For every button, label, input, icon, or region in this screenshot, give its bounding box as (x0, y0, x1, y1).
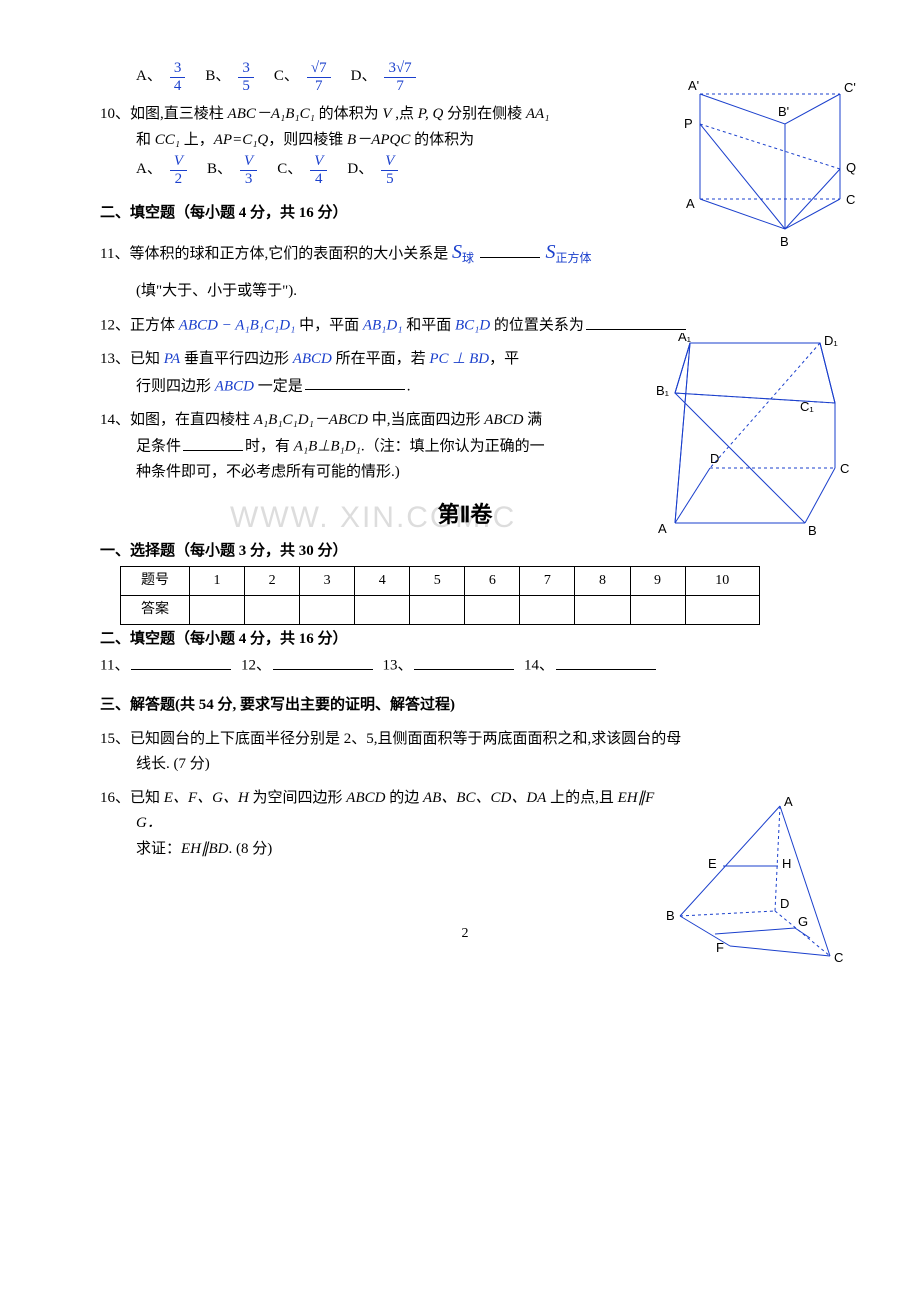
svg-text:B: B (780, 234, 789, 249)
opt-b-label: B、 (205, 64, 230, 90)
blank-q13[interactable] (305, 373, 405, 391)
svg-text:A₁: A₁ (678, 333, 692, 344)
svg-text:C: C (834, 950, 843, 965)
svg-text:B₁: B₁ (656, 383, 670, 398)
q16: A B C D E H F G 16、已知 E、F、G、H 为空间四边形 ABC… (100, 786, 830, 863)
table-row-answers: 答案 (121, 596, 760, 625)
blank-12[interactable] (273, 652, 373, 670)
blank-14[interactable] (556, 652, 656, 670)
frac-c: √77 (307, 60, 331, 94)
q13-14-block: A₁ D₁ B₁ C₁ D C A B 13、已知 PA 垂直平行四边形 ABC… (100, 339, 830, 486)
svg-text:C₁: C₁ (800, 399, 814, 414)
frac-a: 34 (170, 60, 186, 94)
frac-d: 3√77 (384, 60, 415, 94)
svg-text:G: G (798, 914, 808, 929)
q10-figure: A' B' C' P Q A B C (670, 74, 870, 254)
q14-line3: 种条件即可，不必考虑所有可能的情形.) (100, 460, 636, 486)
svg-text:B: B (666, 908, 675, 923)
opt-c-label: C、 (274, 64, 299, 90)
svg-text:Q: Q (846, 160, 856, 175)
svg-text:C': C' (844, 80, 856, 95)
svg-text:F: F (716, 940, 724, 955)
svg-text:B': B' (778, 104, 789, 119)
opt-a-label: A、 (136, 64, 162, 90)
svg-text:A: A (784, 796, 793, 809)
svg-text:C: C (840, 461, 849, 476)
frac-b: 35 (238, 60, 254, 94)
q15-line1: 15、已知圆台的上下底面半径分别是 2、5,且侧面面积等于两底面面积之和,求该圆… (100, 727, 830, 753)
q13-line1: 13、已知 PA 垂直平行四边形 ABCD 所在平面，若 PC ⊥ BD，平 (100, 347, 519, 373)
section-3-title: 三、解答题(共 54 分, 要求写出主要的证明、解答过程) (100, 693, 830, 719)
svg-text:D: D (780, 896, 789, 911)
svg-text:E: E (708, 856, 717, 871)
table-row-header: 题号 12345678910 (121, 567, 760, 596)
svg-text:D₁: D₁ (824, 333, 838, 348)
q15-line2: 线长. (7 分) (100, 752, 830, 778)
svg-text:D: D (710, 451, 719, 466)
blank-q11[interactable] (480, 240, 540, 258)
blank-q12[interactable] (586, 312, 686, 330)
ans-sec2-title: 二、填空题（每小题 4 分，共 16 分） (100, 627, 830, 653)
part2-title: WWW. XIN.COM.C 第Ⅱ卷 (100, 496, 830, 533)
svg-text:C: C (846, 192, 855, 207)
blank-q14[interactable] (183, 433, 243, 451)
answer-table: 题号 12345678910 答案 (120, 566, 760, 625)
svg-text:A': A' (688, 78, 699, 93)
blank-11[interactable] (131, 652, 231, 670)
blank-13[interactable] (414, 652, 514, 670)
q10: A' B' C' P Q A B C 10、如图,直三棱柱 ABC－A₁B₁C₁… (100, 102, 830, 187)
q13-line2: 行则四边形 ABCD 一定是. (100, 373, 636, 400)
q14-line2: 足条件时，有 A₁B⊥B₁D₁.（注：填上你认为正确的一 (100, 433, 636, 460)
fill-blanks-row: 11、 12、 13、 14、 (100, 652, 830, 679)
q16-figure: A B C D E H F G (660, 796, 860, 976)
opt-d-label: D、 (351, 64, 377, 90)
svg-text:P: P (684, 116, 693, 131)
q14-line1: 14、如图，在直四棱柱 A₁B₁C₁D₁－ABCD 中,当底面四边形 ABCD … (100, 408, 600, 434)
prism-svg: A' B' C' P Q A B C (670, 74, 870, 254)
svg-text:H: H (782, 856, 791, 871)
q11-hint: (填"大于、小于或等于"). (100, 279, 830, 305)
svg-text:A: A (686, 196, 695, 211)
